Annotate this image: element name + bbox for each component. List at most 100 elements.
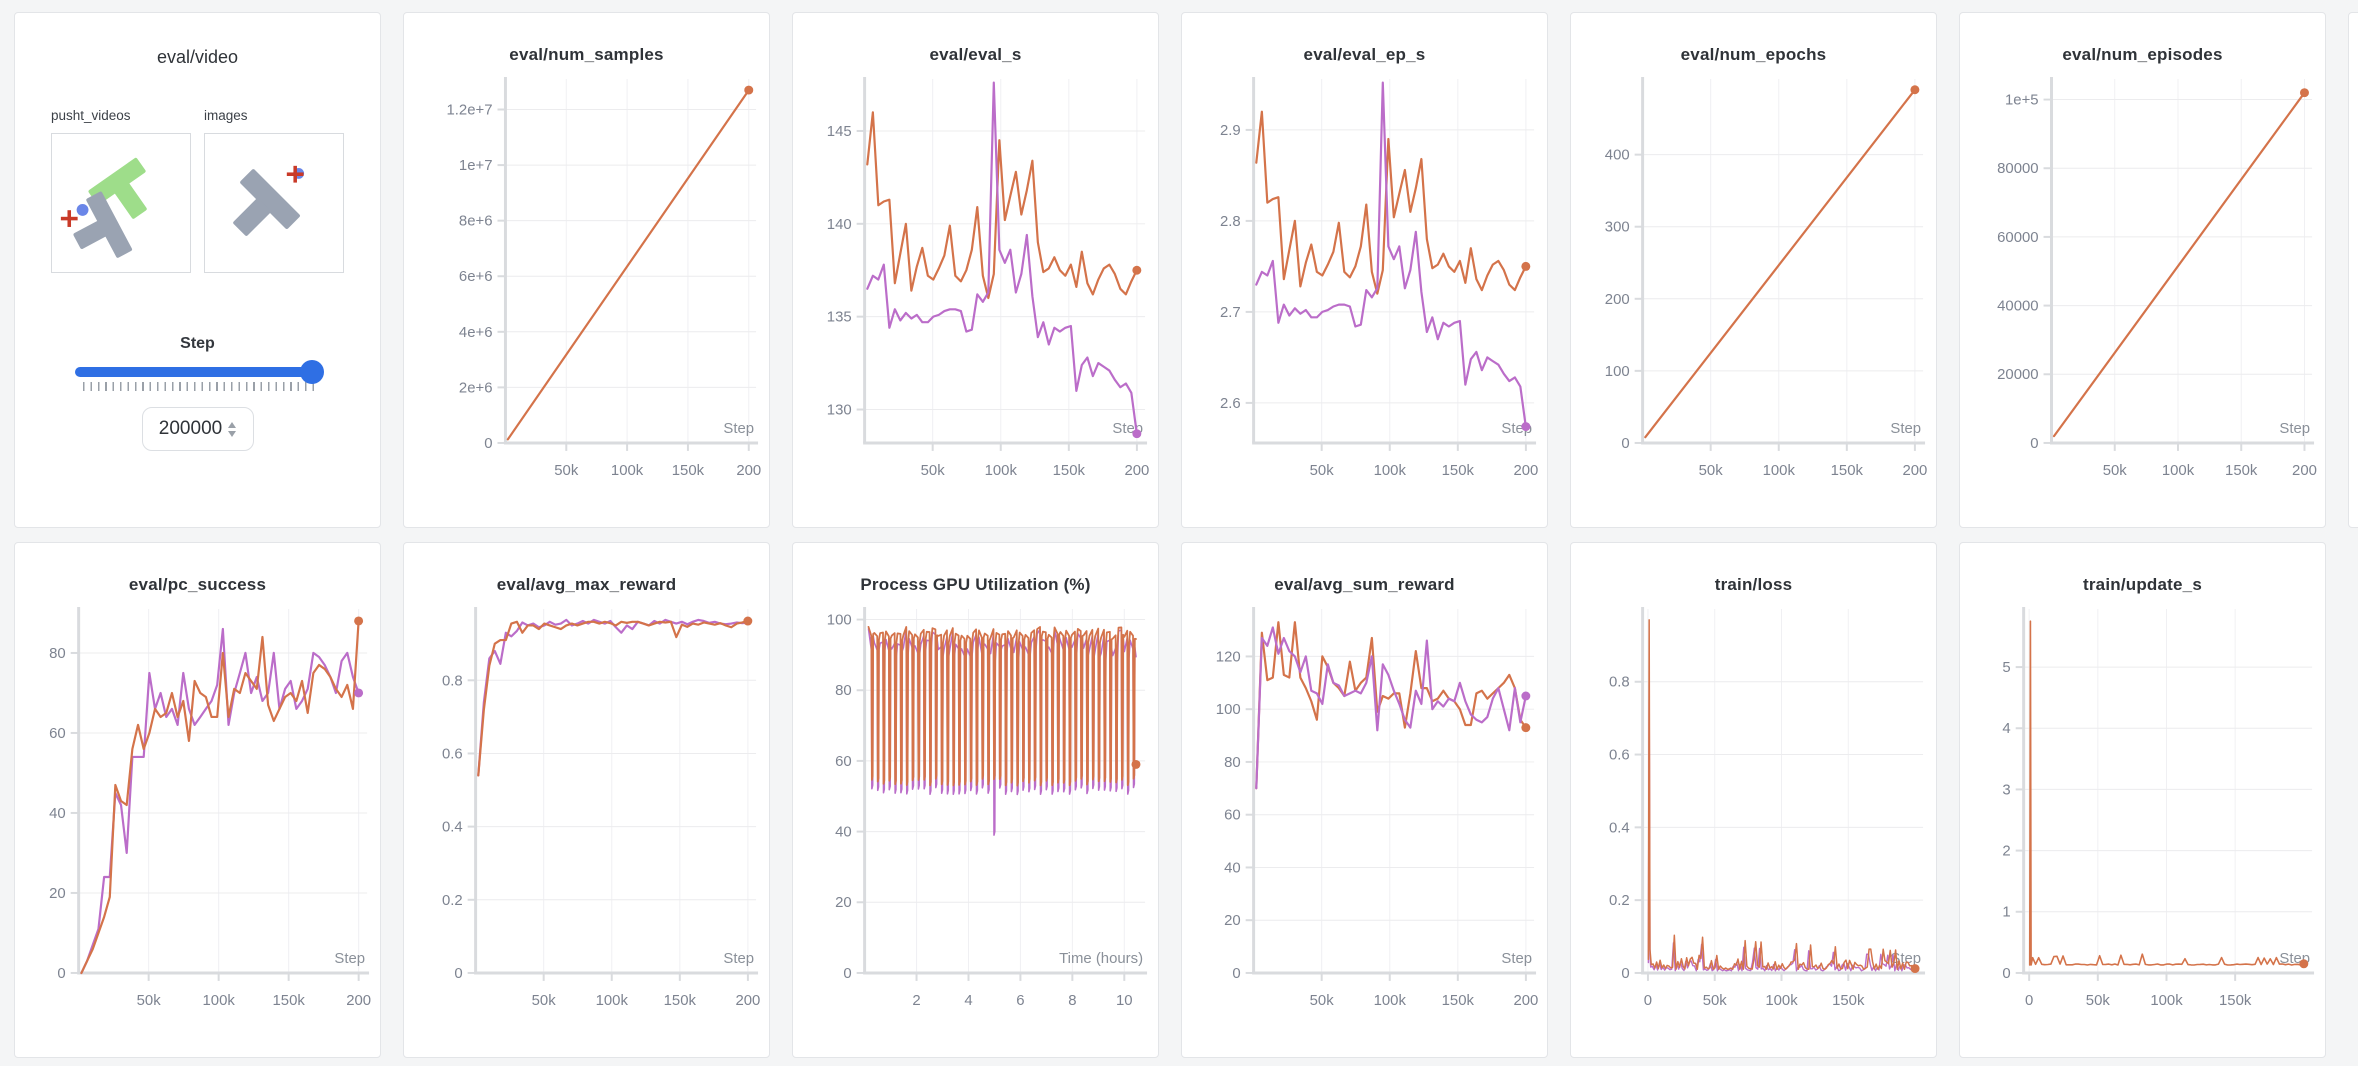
svg-text:Step: Step [1501, 951, 1532, 967]
svg-text:150k: 150k [1442, 993, 1475, 1009]
svg-text:0: 0 [843, 966, 851, 982]
svg-text:Time (hours): Time (hours) [1059, 951, 1143, 967]
chart-title: train/update_s [2083, 575, 2202, 594]
gpu-utilization-chart[interactable]: 0 20 40 60 80 100 2 4 6 8 10 Time (hours) [793, 601, 1158, 1035]
svg-text:5: 5 [2002, 660, 2010, 676]
images-label: images [204, 108, 248, 123]
svg-text:130: 130 [827, 402, 852, 418]
svg-text:40000: 40000 [1997, 299, 2038, 315]
eval-avg-sum-reward-chart[interactable]: 0 20 40 60 80 100 120 50k 100k 150k 200 Step [1182, 601, 1547, 1035]
svg-text:50k: 50k [2103, 463, 2128, 479]
svg-text:140: 140 [827, 217, 852, 233]
svg-text:150k: 150k [2225, 463, 2258, 479]
eval-num-episodes-chart[interactable]: 0 20000 40000 60000 80000 1e+5 50k 100k 150k 200 S… [1960, 71, 2325, 505]
svg-text:0.4: 0.4 [442, 820, 463, 836]
svg-text:100k: 100k [1374, 463, 1407, 479]
svg-text:200: 200 [1124, 463, 1149, 479]
svg-text:0: 0 [2025, 993, 2033, 1009]
svg-text:50k: 50k [1310, 463, 1335, 479]
svg-text:0: 0 [1621, 436, 1629, 452]
images-preview[interactable] [204, 133, 344, 273]
svg-text:80000: 80000 [1997, 161, 2038, 177]
svg-text:10: 10 [1116, 993, 1133, 1009]
panel-train-update-s: train/update_s 0 1 2 3 4 5 0 50k 100k 150k Step [1959, 542, 2326, 1058]
svg-text:0: 0 [57, 966, 65, 982]
svg-text:40: 40 [49, 806, 66, 822]
svg-text:100k: 100k [1374, 993, 1407, 1009]
svg-text:400: 400 [1605, 148, 1630, 164]
svg-text:60: 60 [49, 726, 66, 742]
pusht-scene-image [60, 157, 147, 258]
svg-text:50k: 50k [921, 463, 946, 479]
slider-track[interactable] [75, 360, 324, 384]
svg-text:100k: 100k [2150, 993, 2183, 1009]
panel-eval-avg-max-reward: eval/avg_max_reward 0 0.2 0.4 0.6 0.8 50k 100k… [403, 542, 770, 1058]
svg-text:60: 60 [1224, 808, 1241, 824]
pusht-videos-thumb[interactable]: pusht_videos [51, 108, 191, 273]
slider-tick-ruler [83, 382, 316, 391]
step-number-input[interactable]: 200000 [141, 407, 254, 451]
svg-text:0.2: 0.2 [1609, 893, 1630, 909]
chart-title: eval/pc_success [128, 575, 267, 594]
svg-text:100: 100 [827, 613, 852, 629]
pusht-video-preview[interactable] [51, 133, 191, 273]
svg-text:100k: 100k [202, 993, 235, 1009]
media-thumbnails: pusht_videos [15, 108, 380, 273]
svg-text:200: 200 [1902, 463, 1927, 479]
svg-text:4: 4 [964, 993, 972, 1009]
panel-eval-eval-s: eval/eval_s 130 135 140 145 50k 100k 150k 200 St… [792, 12, 1159, 528]
chart-title: eval/num_samples [509, 45, 664, 64]
chart-title: eval/avg_sum_reward [1274, 575, 1455, 594]
svg-text:0: 0 [1644, 993, 1652, 1009]
svg-text:100: 100 [1216, 702, 1241, 718]
eval-num-samples-chart[interactable]: 0 2e+6 4e+6 6e+6 8e+6 1e+7 1.2e+7 50k 100k 150k 20… [404, 71, 769, 505]
svg-text:50k: 50k [554, 463, 579, 479]
svg-text:20: 20 [1224, 913, 1241, 929]
step-slider[interactable] [75, 360, 324, 391]
slider-thumb[interactable] [300, 360, 324, 384]
svg-text:0.8: 0.8 [1609, 675, 1630, 691]
svg-text:0.2: 0.2 [442, 893, 463, 909]
partial-panel [2348, 12, 2358, 528]
svg-text:2.9: 2.9 [1220, 123, 1241, 139]
svg-text:2: 2 [2002, 844, 2010, 860]
svg-text:150k: 150k [272, 993, 305, 1009]
svg-text:20: 20 [49, 886, 66, 902]
eval-num-epochs-chart[interactable]: 0 100 200 300 400 50k 100k 150k 200 Step [1571, 71, 1936, 505]
chart-title: eval/eval_s [929, 45, 1022, 64]
svg-text:2.8: 2.8 [1220, 214, 1241, 230]
svg-text:0.6: 0.6 [442, 746, 463, 762]
eval-pc-success-chart[interactable]: 0 20 40 60 80 50k 100k 150k 200 Step [15, 601, 380, 1035]
svg-text:80: 80 [835, 683, 852, 699]
svg-text:120: 120 [1216, 649, 1241, 665]
svg-text:40: 40 [835, 825, 852, 841]
svg-text:50k: 50k [137, 993, 162, 1009]
svg-text:50k: 50k [2086, 993, 2111, 1009]
svg-text:1: 1 [2002, 905, 2010, 921]
svg-text:150k: 150k [1831, 463, 1864, 479]
svg-text:200: 200 [1513, 993, 1538, 1009]
stepper-buttons[interactable] [228, 421, 237, 437]
svg-text:2e+6: 2e+6 [459, 380, 493, 396]
svg-text:4e+6: 4e+6 [459, 325, 493, 341]
svg-text:100k: 100k [985, 463, 1018, 479]
svg-text:100k: 100k [1765, 993, 1798, 1009]
svg-text:200: 200 [1513, 463, 1538, 479]
svg-text:2.6: 2.6 [1220, 396, 1241, 412]
images-thumb[interactable]: images [204, 108, 344, 273]
svg-text:8: 8 [1068, 993, 1076, 1009]
panel-train-loss: train/loss 0 0.2 0.4 0.6 0.8 0 50k 100k 150k Step [1570, 542, 1937, 1058]
svg-text:20000: 20000 [1997, 367, 2038, 383]
step-decrement-icon[interactable] [228, 430, 237, 437]
step-increment-icon[interactable] [228, 421, 237, 428]
eval-avg-max-reward-chart[interactable]: 0 0.2 0.4 0.6 0.8 50k 100k 150k 200 Step [404, 601, 769, 1035]
panel-title: eval/video [156, 47, 239, 67]
svg-text:1e+5: 1e+5 [2005, 93, 2039, 109]
svg-text:100k: 100k [596, 993, 629, 1009]
svg-text:Step: Step [1890, 421, 1921, 437]
